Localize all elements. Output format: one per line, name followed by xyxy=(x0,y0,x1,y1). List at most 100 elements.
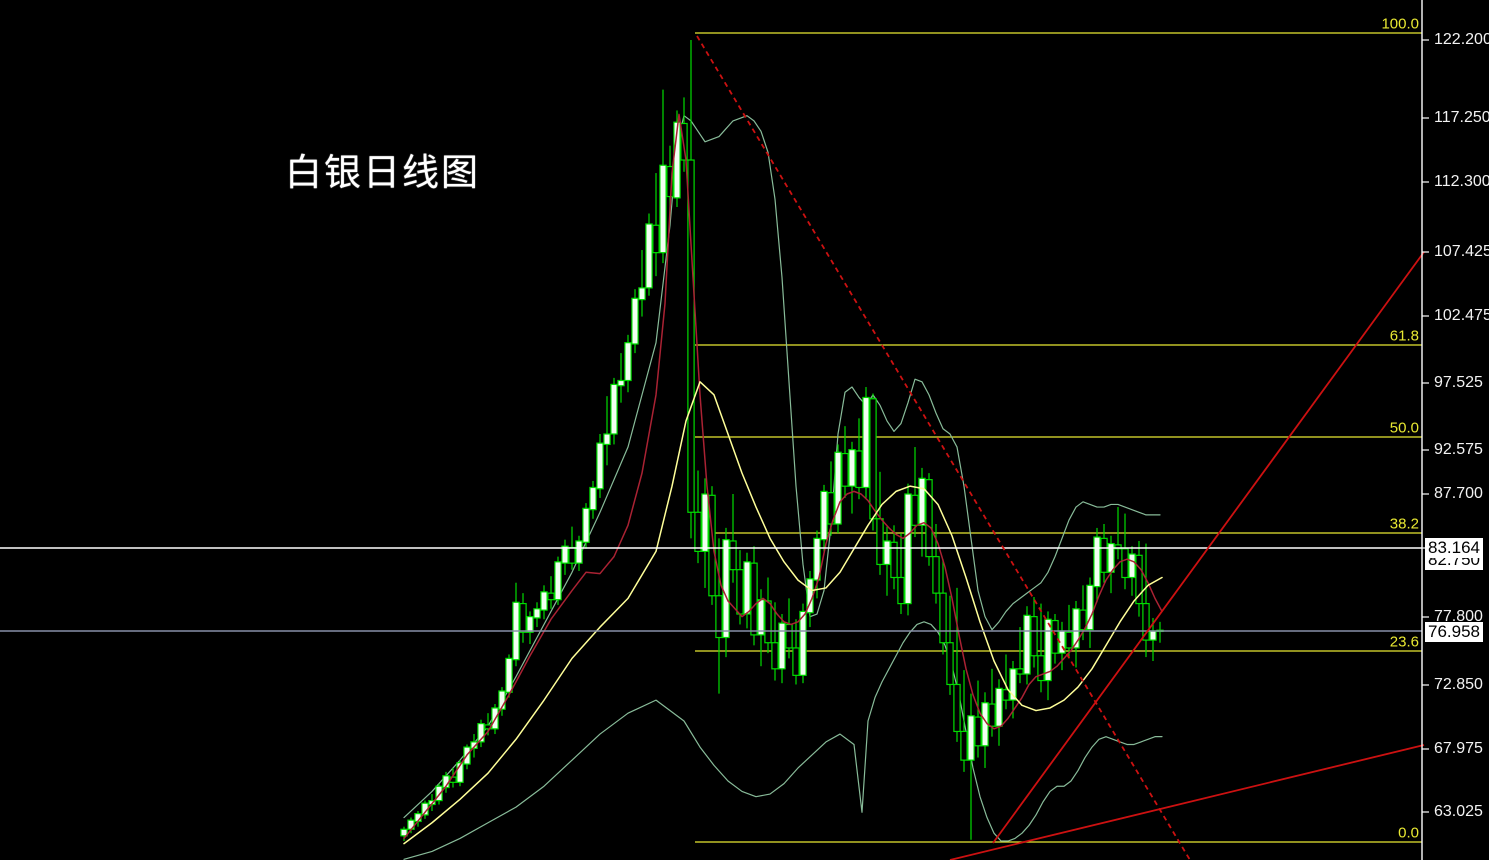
candlestick[interactable] xyxy=(708,486,716,605)
candlestick[interactable] xyxy=(911,447,919,538)
candlestick[interactable] xyxy=(477,719,485,748)
candle-body xyxy=(995,687,1003,727)
candlestick[interactable] xyxy=(624,334,632,393)
candlestick[interactable] xyxy=(953,587,961,742)
candlestick[interactable] xyxy=(988,668,996,737)
candlestick[interactable] xyxy=(554,556,562,605)
candlestick[interactable] xyxy=(1135,540,1143,617)
candlestick[interactable] xyxy=(876,471,884,575)
uptrend-solid-shallow[interactable] xyxy=(949,744,1425,860)
candlestick[interactable] xyxy=(1030,597,1038,668)
candlestick[interactable] xyxy=(498,687,506,716)
candlestick[interactable] xyxy=(785,598,793,659)
candlestick[interactable] xyxy=(603,396,611,466)
candlestick[interactable] xyxy=(813,530,821,599)
candle-body xyxy=(925,479,933,558)
candle-body xyxy=(960,730,968,761)
candlestick[interactable] xyxy=(750,546,758,646)
candlestick[interactable] xyxy=(743,552,751,629)
candlestick[interactable] xyxy=(855,418,863,500)
candle-body xyxy=(519,602,527,633)
candlestick[interactable] xyxy=(890,525,898,590)
candle-body xyxy=(939,592,947,644)
candlestick[interactable] xyxy=(974,680,982,758)
candle-body xyxy=(631,297,639,345)
candlestick[interactable] xyxy=(540,585,548,620)
candlestick[interactable] xyxy=(1142,543,1150,658)
candlestick[interactable] xyxy=(575,535,583,571)
candlestick[interactable] xyxy=(834,444,842,534)
candlestick[interactable] xyxy=(848,441,856,514)
candlestick[interactable] xyxy=(659,89,667,264)
candlestick[interactable] xyxy=(645,213,653,296)
candlestick[interactable] xyxy=(1002,654,1010,710)
candlestick[interactable] xyxy=(1023,606,1031,685)
candlestick[interactable] xyxy=(701,478,709,588)
candlestick[interactable] xyxy=(1100,524,1108,583)
candlestick[interactable] xyxy=(519,593,527,643)
candlestick[interactable] xyxy=(1093,527,1101,603)
candle-body xyxy=(1142,602,1150,641)
candlestick[interactable] xyxy=(1121,513,1129,590)
candlestick[interactable] xyxy=(792,619,800,685)
candlestick[interactable] xyxy=(897,533,905,615)
candle-body xyxy=(624,342,632,382)
candlestick[interactable] xyxy=(729,494,737,583)
candle-body xyxy=(855,450,863,489)
candlestick[interactable] xyxy=(1051,614,1059,664)
candlestick[interactable] xyxy=(1072,600,1080,668)
candlestick[interactable] xyxy=(715,538,723,694)
candlestick[interactable] xyxy=(862,387,870,498)
candlestick[interactable] xyxy=(526,611,534,645)
candlestick[interactable] xyxy=(596,433,604,498)
candlestick[interactable] xyxy=(778,614,786,684)
candlestick[interactable] xyxy=(841,426,849,498)
candlestick[interactable] xyxy=(981,692,989,768)
candlestick[interactable] xyxy=(582,503,590,549)
candlestick[interactable] xyxy=(995,679,1003,746)
candlestick[interactable] xyxy=(960,670,968,772)
candlestick[interactable] xyxy=(925,473,933,566)
candlestick[interactable] xyxy=(470,734,478,758)
candlestick[interactable] xyxy=(561,539,569,575)
candlestick[interactable] xyxy=(638,250,646,317)
candlestick[interactable] xyxy=(918,467,926,557)
candlestick[interactable] xyxy=(939,559,947,655)
candlestick[interactable] xyxy=(533,602,541,628)
candlestick[interactable] xyxy=(764,577,772,654)
candle-body xyxy=(554,561,562,601)
candlestick[interactable] xyxy=(820,484,828,552)
candlestick[interactable] xyxy=(512,582,520,667)
candlestick[interactable] xyxy=(904,483,912,616)
candlestick[interactable] xyxy=(946,595,954,695)
candlestick[interactable] xyxy=(771,602,779,681)
candlestick[interactable] xyxy=(547,576,555,609)
candlestick[interactable] xyxy=(694,470,702,564)
candle-body xyxy=(834,451,842,525)
candle-body xyxy=(1030,616,1038,657)
uptrend-solid-steep[interactable] xyxy=(992,251,1425,844)
candlestick[interactable] xyxy=(631,289,639,354)
candle-body xyxy=(715,595,723,639)
candlestick[interactable] xyxy=(1156,621,1164,643)
candlestick[interactable] xyxy=(610,377,618,445)
candlestick[interactable] xyxy=(687,40,695,539)
downtrend-dashed-major[interactable] xyxy=(696,35,1191,860)
candlestick[interactable] xyxy=(1044,611,1052,701)
candlestick[interactable] xyxy=(589,480,597,519)
candlestick[interactable] xyxy=(505,654,513,698)
candlestick[interactable] xyxy=(1016,627,1024,684)
candlestick[interactable] xyxy=(1086,577,1094,648)
candlestick[interactable] xyxy=(652,173,660,277)
candlestick[interactable] xyxy=(883,526,891,596)
candlestick[interactable] xyxy=(680,97,688,172)
candlestick[interactable] xyxy=(967,693,975,840)
candle-body xyxy=(967,715,975,761)
candlestick[interactable] xyxy=(827,461,835,536)
candlestick[interactable] xyxy=(1009,660,1017,719)
candlestick[interactable] xyxy=(617,353,625,403)
candlestick[interactable] xyxy=(1128,546,1136,596)
candlestick[interactable] xyxy=(1037,603,1045,693)
candlestick[interactable] xyxy=(1107,535,1115,594)
